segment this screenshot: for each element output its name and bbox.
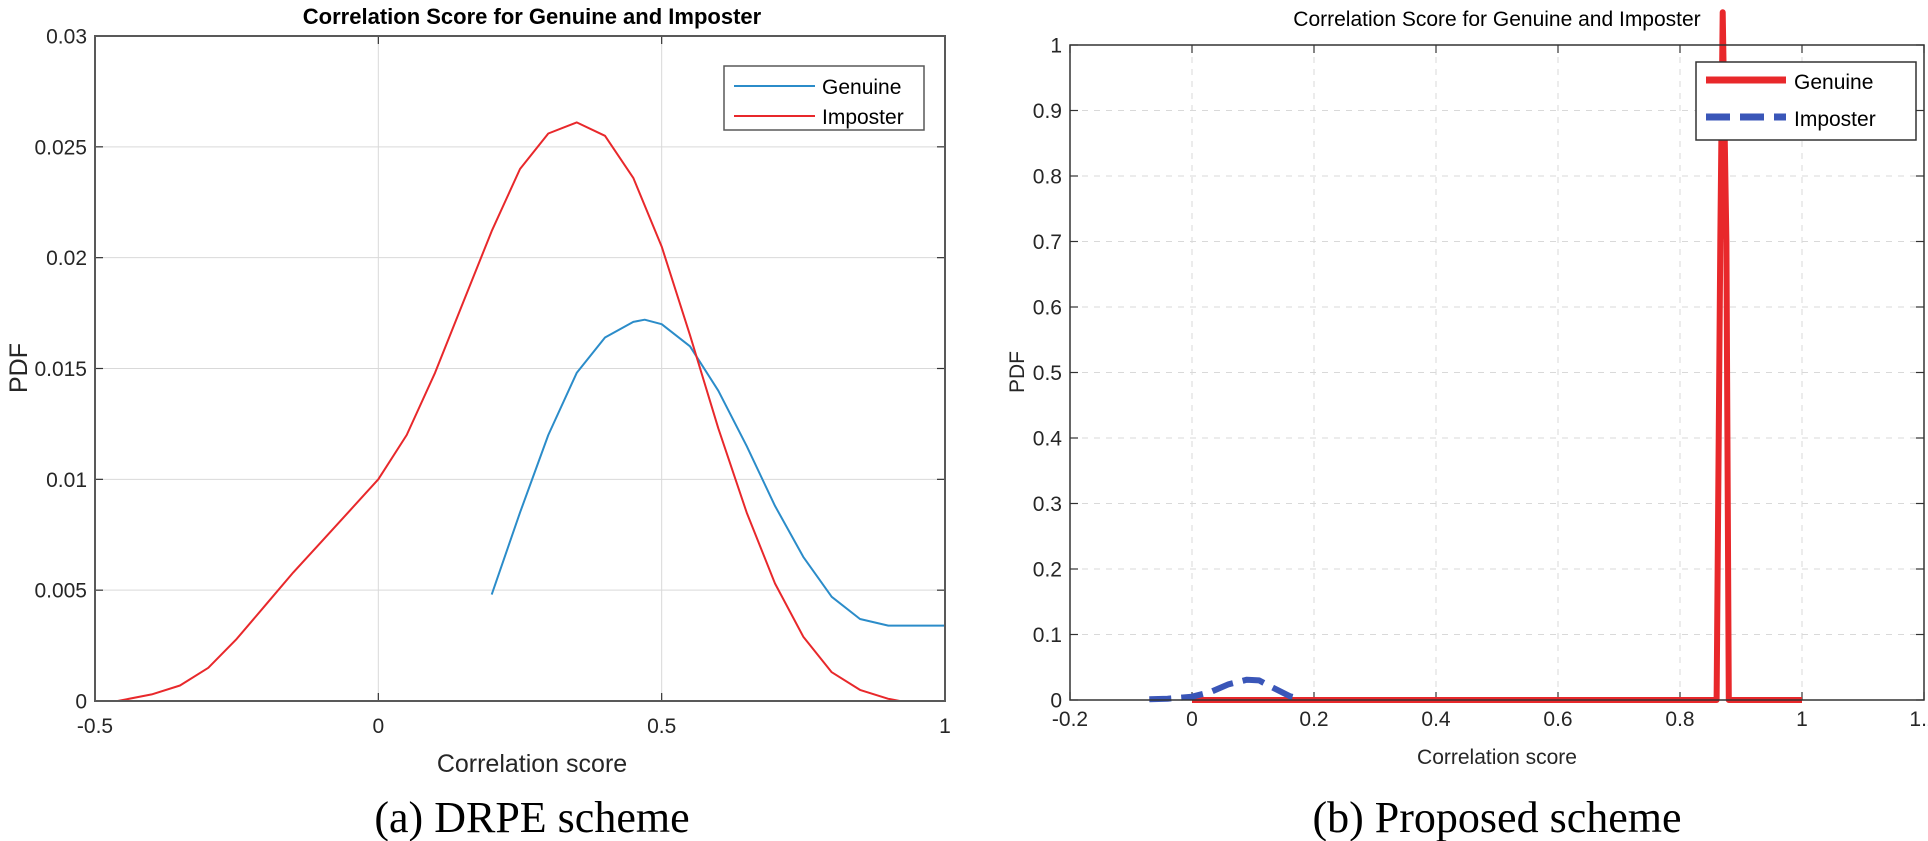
chart-a-caption: (a) DRPE scheme	[374, 793, 689, 841]
y-tick-label: 0.8	[1033, 166, 1062, 189]
x-tick-label: 0	[1186, 708, 1198, 731]
chart-a-legend: Genuine Imposter	[723, 65, 925, 131]
chart-b-title: Correlation Score for Genuine and Impost…	[1293, 8, 1700, 31]
y-tick-label: 0	[1050, 690, 1062, 713]
chart-a-plot-frame	[94, 35, 946, 702]
y-tick-label: 0.6	[1033, 297, 1062, 320]
chart-a-title: Correlation Score for Genuine and Impost…	[303, 4, 762, 29]
y-tick-label: 0.5	[1033, 362, 1062, 385]
y-tick-label: 0.3	[1033, 493, 1062, 516]
y-tick-label: 0.005	[34, 580, 87, 603]
chart-b-legend-box	[1695, 61, 1917, 141]
chart-b: Correlation Score for Genuine and Impost…	[1006, 8, 1928, 841]
x-tick-label: 0	[372, 715, 384, 738]
x-tick-label: 1	[1796, 708, 1808, 731]
chart-a-lines	[117, 121, 945, 702]
y-tick-label: 0.025	[34, 136, 87, 159]
y-tick-label: 0.015	[34, 358, 87, 381]
chart-b-plot-frame	[1069, 44, 1925, 701]
x-tick-label: 0.4	[1421, 708, 1451, 731]
chart-b-xlabel: Correlation score	[1417, 746, 1577, 769]
y-tick-label: 0.01	[46, 469, 87, 492]
x-tick-label: 1.2	[1909, 708, 1928, 731]
chart-b-ylabel: PDF	[1006, 351, 1029, 393]
chart-b-legend-label-genuine: Genuine	[1794, 71, 1873, 94]
series-line-imposter	[117, 121, 900, 702]
x-tick-label: 0.5	[647, 715, 676, 738]
x-tick-label: -0.5	[77, 715, 113, 738]
y-tick-label: 0	[75, 691, 87, 714]
x-tick-label: -0.2	[1052, 708, 1088, 731]
y-tick-label: 0.03	[46, 26, 87, 49]
y-tick-label: 0.2	[1033, 559, 1062, 582]
chart-a-legend-box	[723, 65, 925, 131]
chart-b-legend-label-imposter: Imposter	[1794, 108, 1876, 131]
chart-b-legend: Genuine Imposter	[1695, 61, 1917, 141]
chart-a-legend-label-imposter: Imposter	[822, 106, 904, 129]
chart-a-legend-label-genuine: Genuine	[822, 76, 901, 99]
x-tick-label: 1	[939, 715, 951, 738]
y-tick-label: 0.9	[1033, 100, 1062, 123]
y-tick-label: 0.7	[1033, 231, 1062, 254]
x-tick-label: 0.2	[1299, 708, 1328, 731]
chart-b-ticks: -0.200.20.40.60.811.200.10.20.30.40.50.6…	[1033, 35, 1928, 731]
y-tick-label: 0.02	[46, 247, 87, 270]
chart-a-ylabel: PDF	[5, 343, 33, 393]
chart-a-grid	[94, 35, 946, 702]
x-tick-label: 0.6	[1543, 708, 1572, 731]
chart-b-caption: (b) Proposed scheme	[1312, 793, 1681, 841]
y-tick-label: 1	[1050, 35, 1062, 58]
y-tick-label: 0.4	[1033, 428, 1063, 451]
chart-b-grid	[1069, 44, 1925, 701]
series-line-genuine	[490, 318, 945, 627]
y-tick-label: 0.1	[1033, 624, 1062, 647]
series-line-imposter	[1149, 676, 1303, 703]
chart-a: Correlation Score for Genuine and Impost…	[5, 4, 951, 841]
chart-a-xlabel: Correlation score	[437, 750, 627, 778]
x-tick-label: 0.8	[1665, 708, 1694, 731]
